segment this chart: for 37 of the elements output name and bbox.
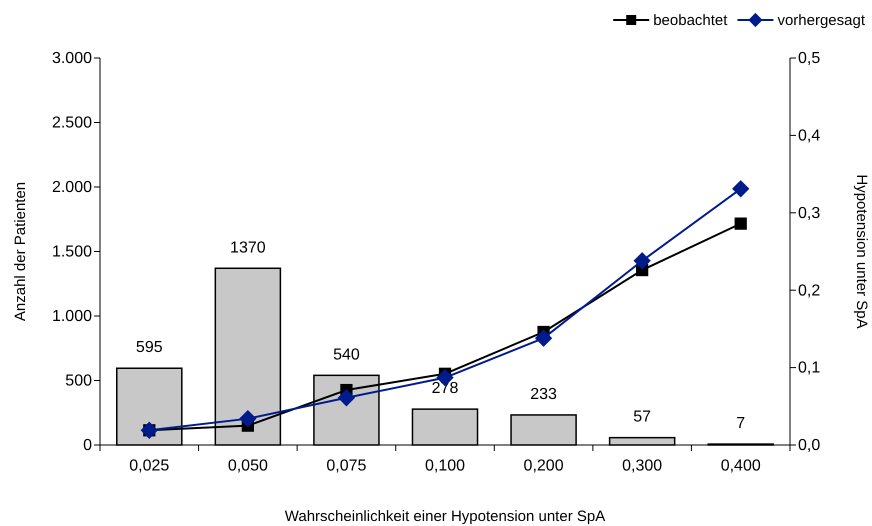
y2-tick-label: 0,0	[798, 437, 820, 454]
data-label: 595	[136, 339, 163, 356]
point	[338, 389, 356, 406]
x-axis-title: Wahrscheinlichkeit einer Hypotension unter SpA	[284, 508, 606, 525]
data-label: 1370	[230, 239, 266, 256]
data-label: 540	[333, 346, 360, 364]
legend-label: beobachtet	[653, 12, 728, 29]
y2-tick-label: 0,5	[798, 50, 820, 68]
y2-tick-label: 0,3	[798, 204, 820, 222]
data-label: 57	[633, 408, 652, 426]
y2-tick-label: 0,2	[798, 282, 820, 300]
point	[732, 180, 750, 198]
data-label: 233	[530, 386, 558, 403]
y-tick-label: 2.500	[52, 114, 92, 132]
x-tick-label: 0,100	[424, 457, 466, 474]
x-tick-label: 0,025	[129, 457, 170, 474]
legend-label: vorhergesagt	[777, 12, 866, 29]
x-tick-label: 0,400	[720, 457, 761, 474]
y2-tick-label: 0,4	[798, 128, 820, 145]
data-label: 7	[736, 415, 746, 432]
x-tick-label: 0,050	[228, 457, 268, 474]
y-axis-title: Anzahl der Patienten	[12, 182, 29, 322]
y-tick-label: 3.000	[52, 50, 92, 68]
point	[734, 218, 747, 230]
y-tick-label: 2.000	[52, 179, 92, 196]
x-tick-label: 0,200	[524, 457, 564, 474]
x-tick-label: 0,075	[326, 457, 367, 474]
y-tick-label: 500	[65, 372, 92, 390]
x-tick-label: 0,300	[622, 457, 662, 474]
y-tick-label: 0	[83, 437, 92, 454]
y-tick-label: 1.000	[52, 308, 92, 326]
y2-axis-title: Hypotension unter SpA	[853, 174, 870, 329]
point	[239, 410, 257, 428]
point	[534, 330, 552, 347]
point	[633, 252, 651, 270]
y2-tick-label: 0,1	[798, 360, 820, 377]
y-tick-label: 1.500	[52, 244, 92, 261]
